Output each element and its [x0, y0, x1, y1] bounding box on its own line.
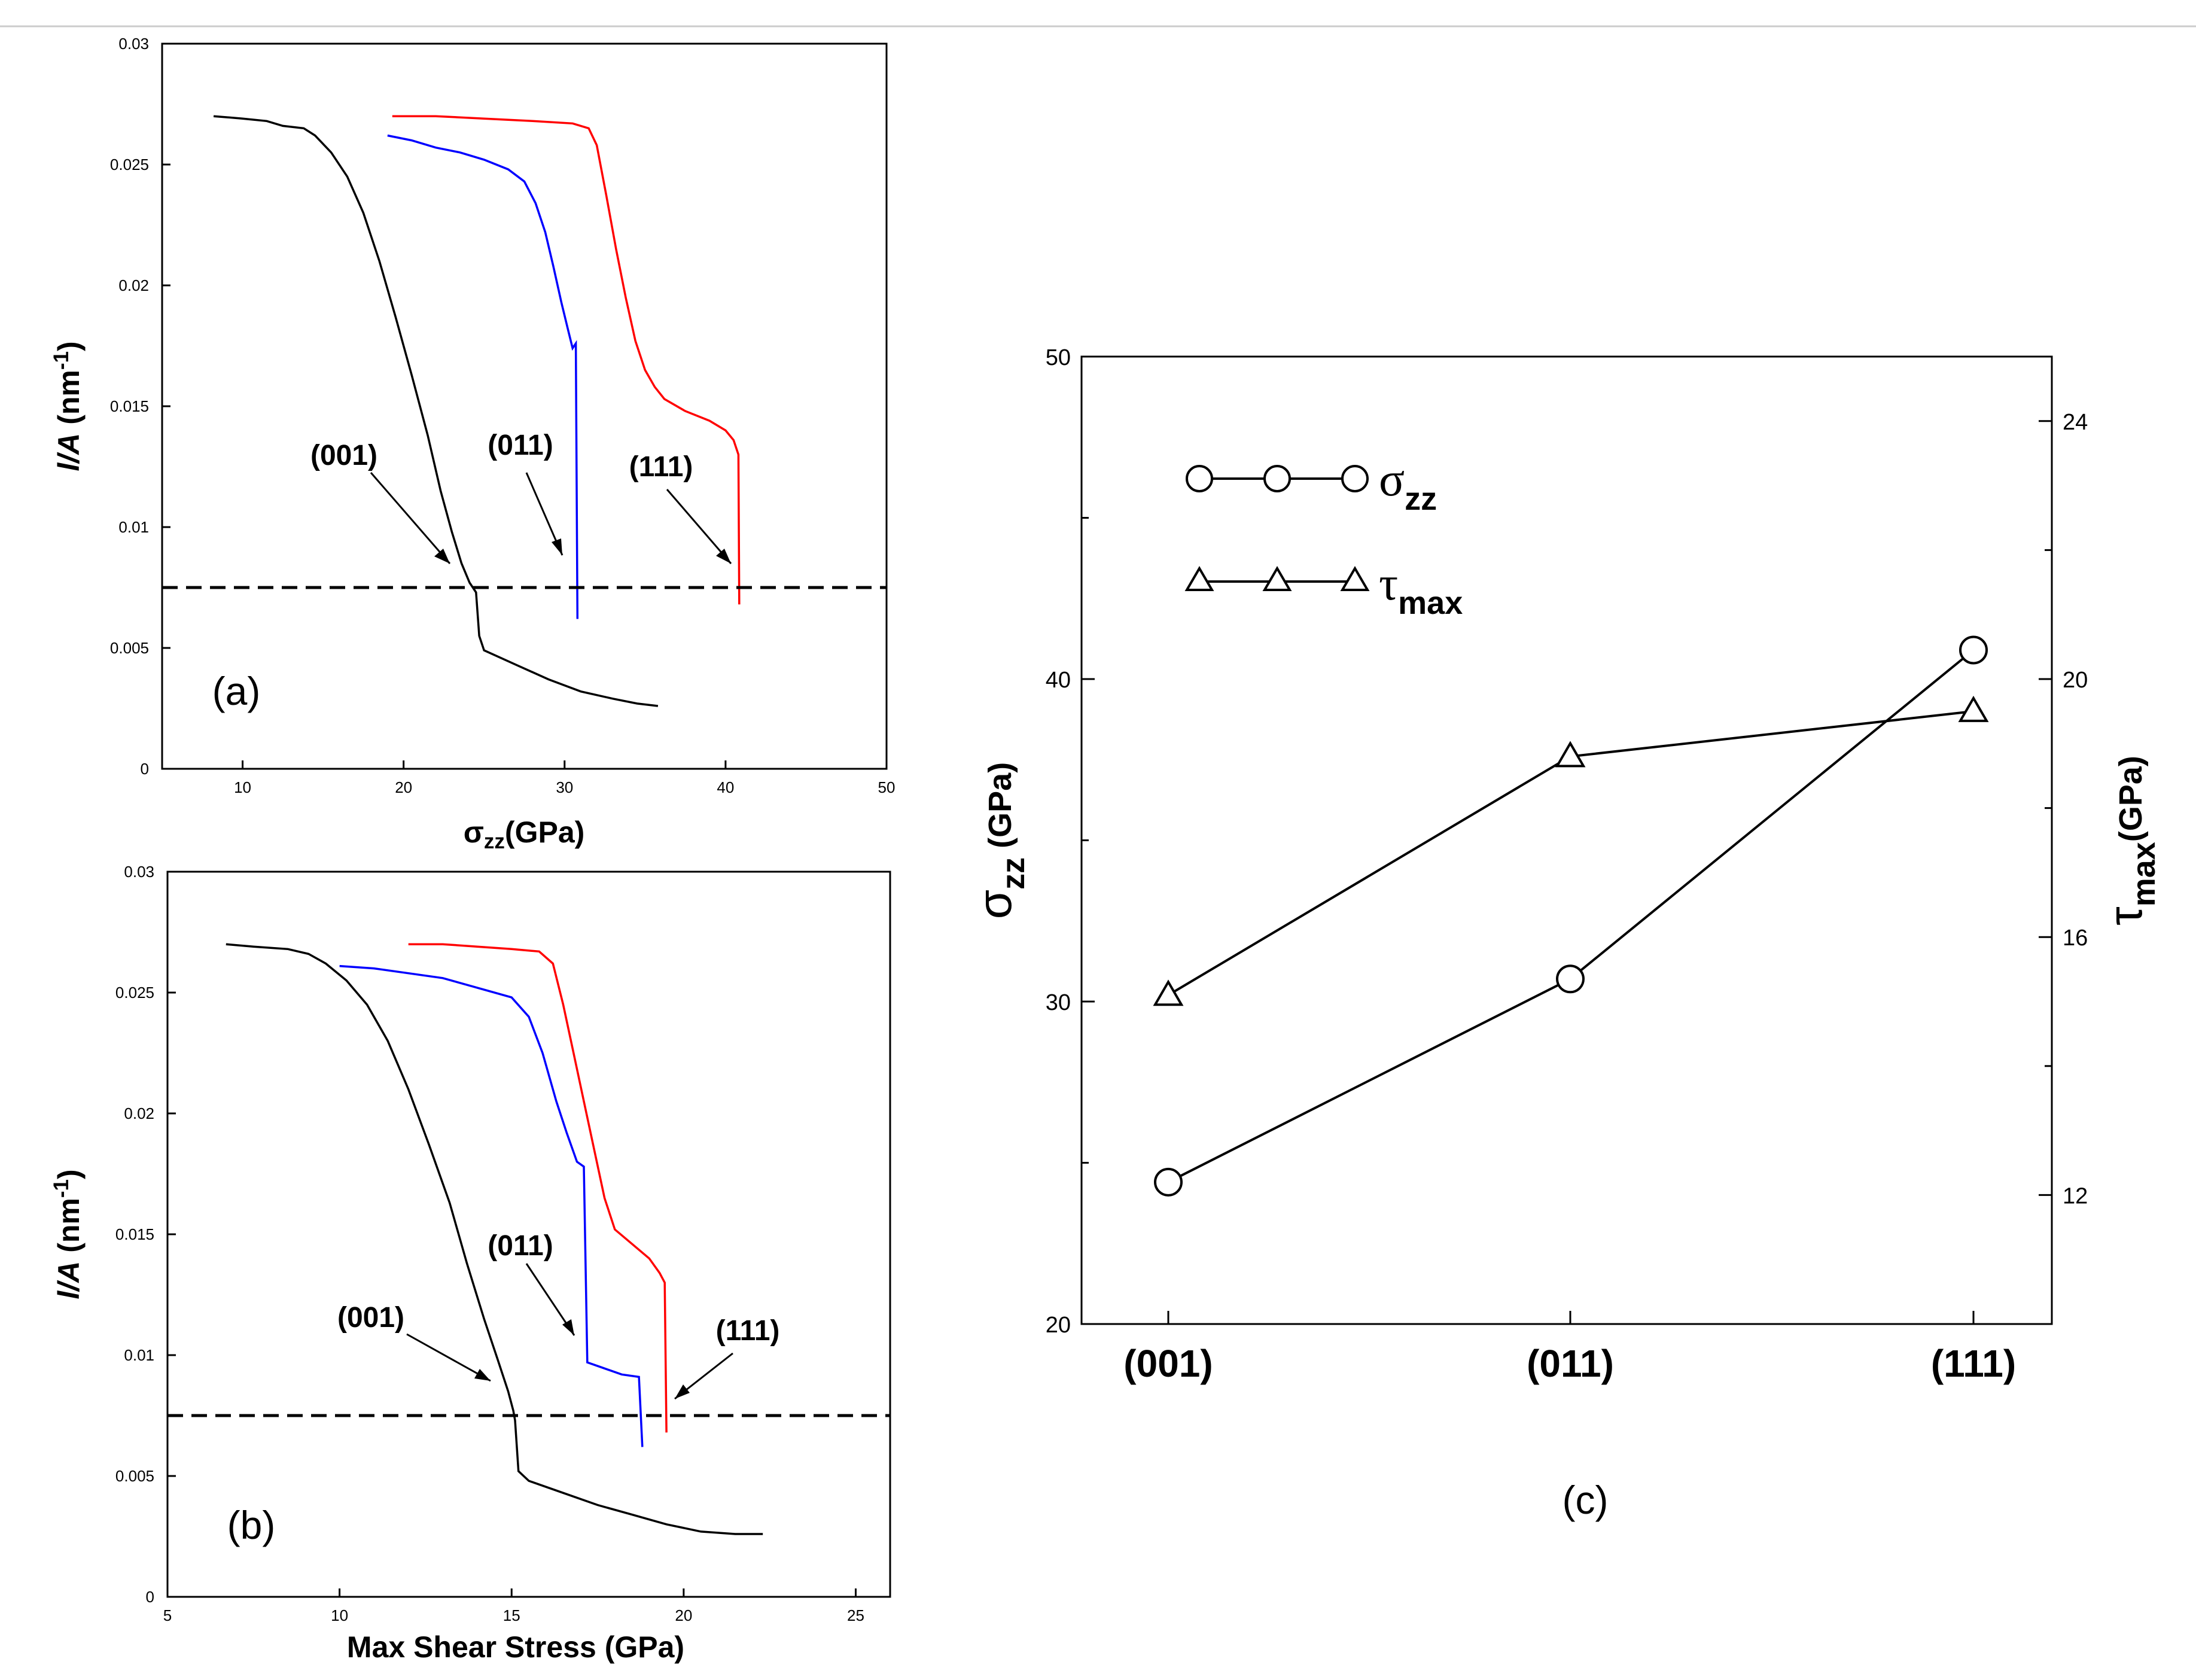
curve-011 — [339, 964, 644, 1447]
legend-sigma-label: σzz — [1379, 454, 1437, 517]
legend-tau-marker — [1340, 566, 1370, 591]
annotation-011: (011) — [488, 1230, 553, 1262]
panel-b-axes: 5 10 15 20 25 0 0.005 0.01 0.015 0.02 0.025 0.03 — [115, 863, 864, 1624]
panel-c-right-ylabel: τmax(GPa) — [2098, 756, 2162, 926]
arrow-001 — [406, 1333, 491, 1382]
arrowhead-111 — [716, 549, 731, 564]
y-tick-label: 0.02 — [124, 1104, 154, 1122]
x-tick-label: 50 — [878, 778, 896, 796]
arrowhead-011 — [562, 1319, 574, 1335]
arrowhead-011 — [552, 538, 562, 555]
y-tick-label: 0.005 — [115, 1467, 154, 1485]
arrowhead-001 — [434, 549, 450, 564]
category-label: (001) — [1123, 1342, 1213, 1385]
panel-b-ylabel: l/A (nm-1) — [50, 1169, 86, 1299]
panel-a-xlabel: σzz(GPa) — [464, 815, 585, 853]
panel-b-label: (b) — [227, 1503, 276, 1547]
panel-c-label: (c) — [1563, 1478, 1609, 1522]
x-tick-label: 15 — [503, 1606, 520, 1624]
panel-a-curves — [213, 115, 741, 707]
y-tick-label: 0.03 — [118, 35, 149, 53]
panel-c-legend: σzz τmax — [1184, 454, 1463, 621]
panel-a-chart: 10 20 30 40 50 0 0.005 0.01 0.015 0.02 0.025 0.03 (… — [50, 35, 895, 853]
y-tick-label: 0.005 — [110, 639, 149, 657]
curve-011 — [387, 134, 579, 619]
y-tick-label: 0.025 — [115, 984, 154, 1002]
panel-b-xlabel: Max Shear Stress (GPa) — [347, 1630, 684, 1664]
x-tick-label: 20 — [675, 1606, 692, 1624]
point-tau — [1555, 741, 1586, 768]
panel-a-ylabel: l/A (nm-1) — [50, 341, 86, 471]
legend-tau-marker — [1262, 566, 1292, 591]
point-tau — [1958, 695, 1989, 722]
panel-a-axes: 10 20 30 40 50 0 0.005 0.01 0.015 0.02 0.025 0.03 — [110, 35, 896, 796]
legend-tau-label: τmax — [1379, 558, 1463, 621]
annotation-111: (111) — [716, 1315, 780, 1347]
left-y-tick-label: 50 — [1046, 345, 1071, 370]
right-y-tick-label: 24 — [2063, 410, 2088, 435]
right-y-tick-label: 12 — [2063, 1183, 2088, 1209]
y-tick-label: 0.015 — [110, 397, 149, 415]
annotation-001: (001) — [310, 440, 377, 471]
arrow-111 — [666, 489, 732, 564]
panel-b-curves — [226, 943, 763, 1535]
point-sigma — [1556, 964, 1585, 994]
point-sigma — [1959, 635, 1988, 665]
y-tick-label: 0.01 — [118, 518, 149, 536]
curve-111 — [392, 115, 741, 605]
y-tick-label: 0 — [146, 1588, 154, 1606]
legend-sigma-marker — [1263, 465, 1291, 492]
y-tick-label: 0 — [141, 760, 149, 778]
x-tick-label: 25 — [847, 1606, 864, 1624]
category-label: (111) — [1931, 1342, 2016, 1385]
point-tau — [1153, 979, 1184, 1006]
legend-tau-marker — [1184, 566, 1214, 591]
x-tick-label: 10 — [331, 1606, 348, 1624]
right-y-tick-label: 16 — [2063, 926, 2088, 951]
panel-a-frame — [161, 42, 888, 770]
panel-a-label: (a) — [212, 669, 261, 713]
panel-b-annotations: (001) (011) (111) — [337, 1230, 780, 1400]
annotation-001: (001) — [337, 1302, 404, 1334]
point-sigma — [1154, 1167, 1183, 1197]
y-tick-label: 0.02 — [118, 276, 149, 294]
category-label: (011) — [1527, 1342, 1614, 1385]
y-tick-label: 0.01 — [124, 1346, 154, 1364]
curve-001 — [213, 115, 659, 707]
x-tick-label: 5 — [163, 1606, 172, 1624]
y-tick-label: 0.03 — [124, 863, 154, 881]
x-tick-label: 20 — [395, 778, 412, 796]
curve-111 — [408, 943, 668, 1433]
panel-c-chart: (001) (011) (111) 20 30 40 50 12 16 20 24 σzz τmax… — [968, 345, 2162, 1522]
series-line-sigma — [1168, 649, 1975, 1183]
panel-c-frame — [1080, 355, 2053, 1325]
legend-sigma-marker — [1186, 465, 1213, 492]
x-tick-label: 30 — [556, 778, 573, 796]
legend-sigma-marker — [1341, 465, 1369, 492]
arrowhead-001 — [474, 1369, 491, 1381]
annotation-011: (011) — [488, 430, 553, 461]
x-tick-label: 10 — [234, 778, 251, 796]
left-y-tick-label: 40 — [1046, 668, 1071, 693]
x-tick-label: 40 — [717, 778, 734, 796]
left-y-tick-label: 20 — [1046, 1313, 1071, 1338]
panel-b-chart: 5 10 15 20 25 0 0.005 0.01 0.015 0.02 0.025 0.03 (0… — [50, 863, 891, 1664]
y-tick-label: 0.025 — [110, 156, 149, 174]
panel-c-axes: (001) (011) (111) 20 30 40 50 12 16 20 24 — [1046, 345, 2088, 1385]
y-tick-label: 0.015 — [115, 1225, 154, 1243]
panel-a-annotations: (001) (011) (111) — [310, 430, 732, 564]
arrowhead-111 — [675, 1384, 690, 1399]
panel-c-series — [1153, 635, 1989, 1197]
panel-c-left-ylabel: σzz (GPa) — [968, 762, 1031, 919]
annotation-111: (111) — [629, 451, 693, 483]
right-y-tick-label: 20 — [2063, 668, 2088, 693]
left-y-tick-label: 30 — [1046, 990, 1071, 1015]
arrow-001 — [370, 472, 451, 564]
curve-001 — [226, 943, 763, 1535]
